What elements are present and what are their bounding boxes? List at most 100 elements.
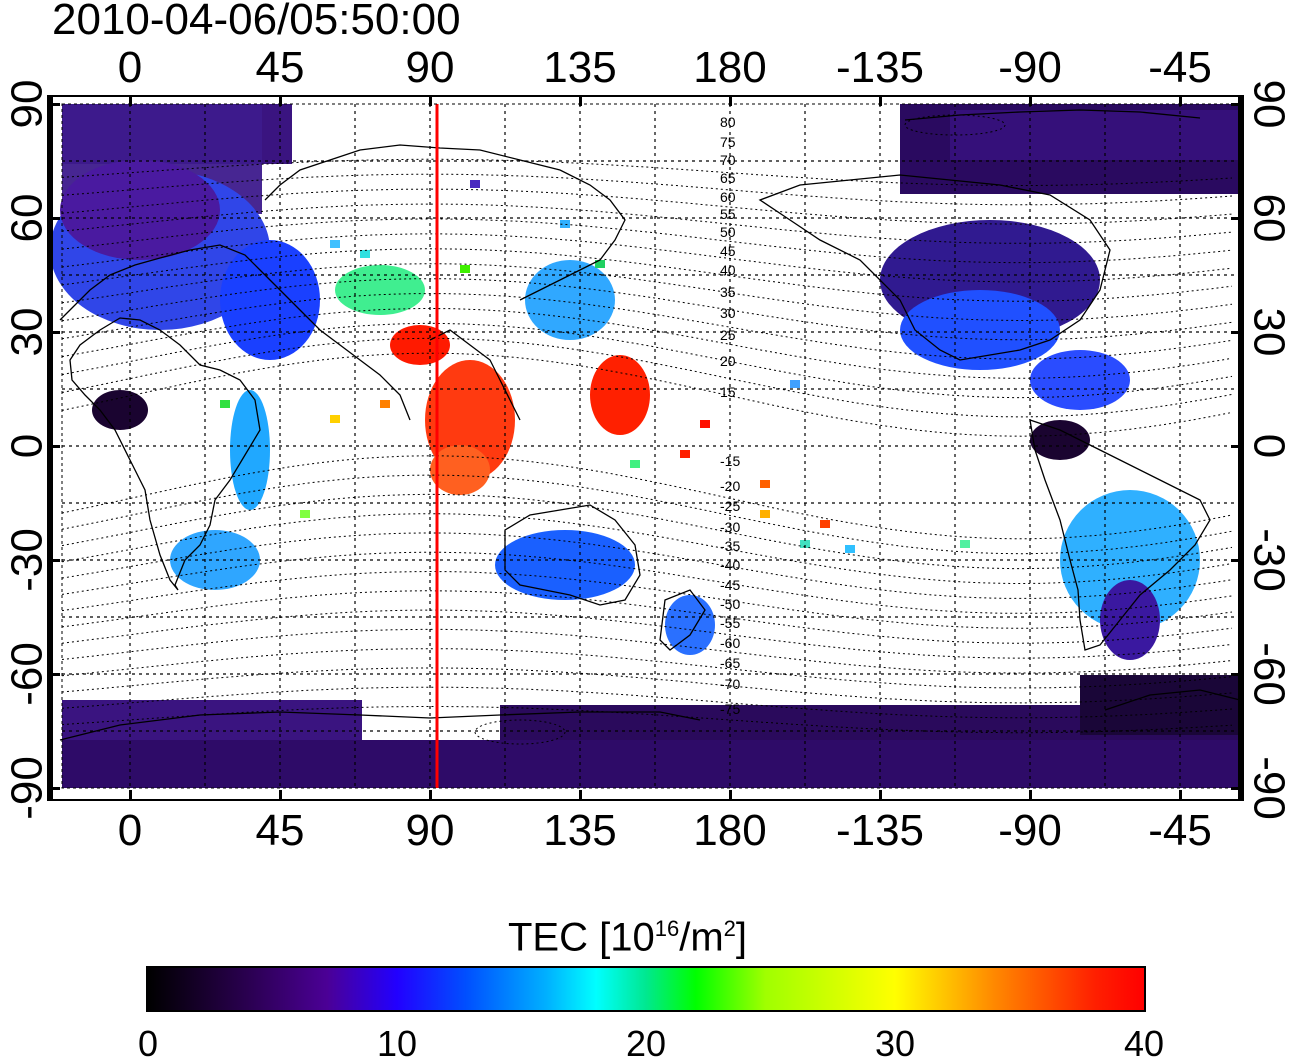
tec-patch	[495, 530, 635, 600]
contour-label: -75	[720, 701, 740, 717]
lat-tick-label-left: -30	[3, 528, 52, 592]
tec-data-layer	[50, 104, 1239, 788]
lat-tick-label-left: 0	[3, 434, 52, 458]
lat-tick-label-left: -60	[3, 642, 52, 706]
tec-patch	[845, 545, 855, 553]
tec-patch	[330, 240, 340, 248]
contour-label: 70	[720, 152, 736, 168]
tec-patch	[360, 250, 370, 258]
tec-patch	[525, 260, 615, 340]
coastline-outlines	[59, 109, 1241, 741]
lon-tick-label-top: 0	[118, 43, 142, 92]
axis-ticks	[48, 96, 1243, 800]
colorbar-tick-label: 0	[137, 1023, 159, 1064]
contour-label: 20	[720, 353, 736, 369]
colorbar-title: TEC [1016/m2]	[508, 915, 748, 960]
lon-tick-label-top: 135	[543, 43, 616, 92]
lon-tick-label-top: -135	[836, 43, 924, 92]
lat-tick-label-right: 30	[1244, 308, 1292, 357]
contour-label: -60	[720, 635, 740, 651]
lon-tick-label-top: -45	[1148, 43, 1212, 92]
tec-patch	[335, 265, 425, 315]
contour-label: 55	[720, 206, 736, 222]
tec-patch	[590, 355, 650, 435]
contour-label: 65	[720, 170, 736, 186]
tec-patch	[470, 180, 480, 188]
timestamp-title: 2010-04-06/05:50:00	[52, 0, 461, 44]
lat-tick-label-right: 90	[1244, 80, 1292, 129]
lon-tick-label-bottom: 0	[118, 806, 142, 855]
lon-tick-label-bottom: 135	[543, 806, 616, 855]
tec-patch	[60, 160, 220, 260]
contour-label: -45	[720, 577, 740, 593]
contour-label: 60	[720, 189, 736, 205]
tec-patch	[960, 540, 970, 548]
tec-patch	[92, 390, 148, 430]
tec-patch	[460, 265, 470, 273]
lat-tick-label-right: 60	[1244, 194, 1292, 243]
lat-tick-label-left: -90	[3, 756, 52, 820]
tec-patch	[170, 530, 260, 590]
contour-label: 35	[720, 284, 736, 300]
tec-patch	[430, 445, 490, 495]
colorbar-tick-label: 30	[874, 1023, 916, 1064]
contour-label: 15	[720, 384, 736, 400]
lat-tick-label-right: 0	[1244, 434, 1292, 458]
contour-label: -65	[720, 655, 740, 671]
tec-patch	[62, 740, 1239, 788]
magnetic-latitude-contours	[61, 114, 1233, 745]
tec-colorbar	[146, 966, 1146, 1012]
tec-patch	[1100, 580, 1160, 660]
lat-tick-label-left: 90	[3, 80, 52, 129]
lon-tick-label-top: 45	[256, 43, 305, 92]
colorbar-tick-label: 40	[1123, 1023, 1165, 1064]
contour-label: -40	[720, 557, 740, 573]
contour-label: -15	[720, 453, 740, 469]
contour-label: 75	[720, 134, 736, 150]
tec-patch	[790, 380, 800, 388]
colorbar-tick-label: 10	[376, 1023, 418, 1064]
tec-patch	[700, 420, 710, 428]
colorbar-tick-label: 20	[625, 1023, 667, 1064]
contour-label: -50	[720, 596, 740, 612]
lon-tick-label-top: -90	[998, 43, 1062, 92]
contour-label: 30	[720, 305, 736, 321]
tec-patch	[220, 240, 320, 360]
lon-tick-label-bottom: -90	[998, 806, 1062, 855]
tec-patch	[800, 540, 810, 548]
lat-tick-label-right: -30	[1244, 528, 1292, 592]
lon-tick-label-top: 90	[406, 43, 455, 92]
tec-patch	[665, 595, 715, 655]
contour-label: -70	[720, 676, 740, 692]
lat-tick-label-right: -90	[1244, 756, 1292, 820]
lat-tick-label-left: 30	[3, 308, 52, 357]
axis-labels: 0 0 45 45 90 90 135 135 180 180 -135 -135 -90 -90 -45 -…	[3, 43, 1292, 855]
tec-patch	[220, 400, 230, 408]
tec-patch	[680, 450, 690, 458]
tec-patch	[330, 415, 340, 423]
contour-label: -35	[720, 538, 740, 554]
lon-tick-label-top: 180	[693, 43, 766, 92]
contour-label: 80	[720, 114, 736, 130]
contour-label: 50	[720, 224, 736, 240]
tec-patch	[1060, 490, 1200, 630]
lon-tick-label-bottom: 180	[693, 806, 766, 855]
tec-patch	[380, 400, 390, 408]
tec-patch	[230, 390, 270, 510]
tec-patch	[390, 325, 450, 365]
tec-patch	[950, 110, 1239, 160]
tec-patch	[760, 480, 770, 488]
tec-patch	[560, 220, 570, 228]
lon-tick-label-bottom: -135	[836, 806, 924, 855]
contour-label: 40	[720, 262, 736, 278]
contour-label: 45	[720, 243, 736, 259]
tec-patch	[595, 260, 605, 268]
tec-patch	[820, 520, 830, 528]
tec-patch	[630, 460, 640, 468]
tec-patch	[300, 510, 310, 518]
contour-label: -25	[720, 498, 740, 514]
tec-patch	[1030, 420, 1090, 460]
contour-label: -20	[720, 478, 740, 494]
